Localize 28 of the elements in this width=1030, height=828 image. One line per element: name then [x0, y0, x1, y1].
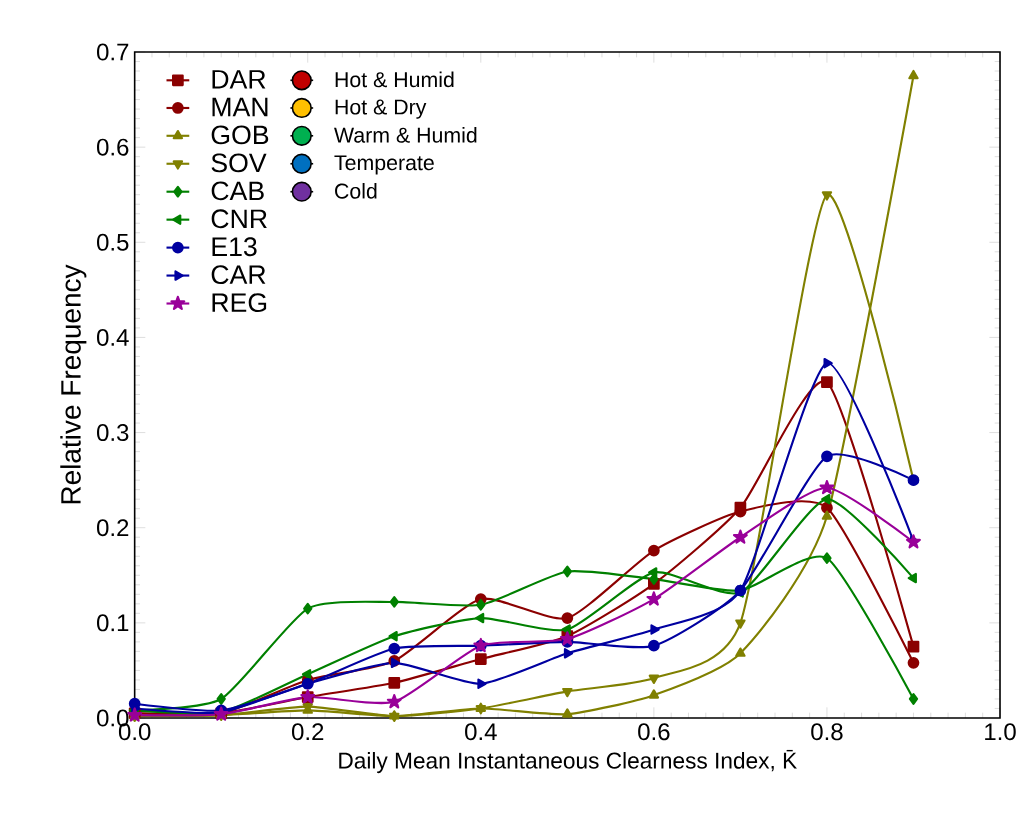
legend-label: DAR [212, 70, 266, 89]
legend-label: CAR [211, 265, 266, 285]
legend-label: SOV [211, 153, 267, 173]
y-tick-label: 0.6 [97, 138, 129, 156]
y-tick-label: 0.4 [97, 328, 129, 346]
y-axis-title: Relative Frequency [60, 264, 87, 504]
x-tick-label: 0.2 [292, 723, 324, 741]
x-axis-title: Daily Mean Instantaneous Clearness Index, K̄ [339, 749, 797, 774]
legend-label: GOB [211, 125, 269, 145]
legend-label: Hot & Dry [335, 99, 427, 119]
y-tick-label: 0.2 [97, 519, 129, 537]
y-tick-label: 0.3 [97, 424, 129, 442]
y-tick-label: 0.5 [97, 233, 129, 251]
legend-label: MAN [212, 97, 268, 117]
x-tick-label: 1.0 [985, 723, 1016, 741]
x-tick-label: 0.8 [811, 723, 843, 741]
y-tick-label: 0.7 [97, 43, 129, 61]
y-tick-label: 0.1 [97, 614, 129, 632]
legend-label: Cold [335, 182, 377, 199]
legend-label: CAB [211, 181, 264, 201]
legend-label: E13 [212, 237, 257, 257]
legend-label: Warm & Humid [334, 127, 477, 143]
legend-label: REG [212, 293, 267, 313]
x-tick-label: 0.6 [638, 723, 670, 741]
legend-label: Temperate [334, 155, 434, 175]
legend-label: Hot & Humid [335, 71, 454, 88]
x-tick-label: 0.4 [465, 723, 497, 741]
legend-label: CNR [211, 209, 267, 229]
